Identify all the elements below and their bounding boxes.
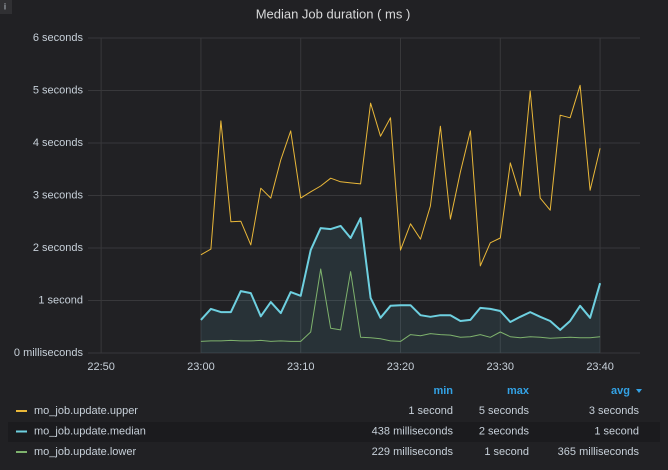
sort-caret[interactable] — [636, 389, 642, 393]
x-tick-label: 23:40 — [586, 361, 614, 373]
series-area — [200, 218, 601, 353]
y-tick-label: 4 seconds — [33, 137, 84, 149]
legend-value: 1 second — [408, 405, 453, 417]
y-tick-label: 0 milliseconds — [14, 347, 84, 359]
y-tick-label: 6 seconds — [33, 32, 84, 44]
legend-name[interactable]: mo_job.update.upper — [34, 405, 138, 417]
chart-title: Median Job duration ( ms ) — [256, 6, 411, 21]
y-tick-label: 2 seconds — [33, 242, 84, 254]
x-tick-label: 23:10 — [287, 361, 315, 373]
legend-value: 1 second — [594, 425, 639, 437]
legend-row-highlight — [8, 422, 660, 442]
series-line — [200, 84, 601, 267]
series-line — [200, 217, 602, 331]
x-tick-label: 23:20 — [387, 361, 415, 373]
legend-value: 2 seconds — [479, 425, 530, 437]
x-tick-label: 22:50 — [87, 361, 115, 373]
y-tick-label: 1 second — [38, 294, 83, 306]
y-tick-label: 3 seconds — [33, 189, 84, 201]
legend-column-header[interactable]: max — [507, 385, 530, 397]
info-icon[interactable]: i — [4, 1, 6, 11]
legend-value: 5 seconds — [479, 405, 530, 417]
legend-value: 1 second — [484, 446, 529, 458]
legend-value: 438 milliseconds — [372, 425, 454, 437]
x-tick-label: 23:00 — [187, 361, 215, 373]
legend-column-header[interactable]: avg — [611, 385, 630, 397]
legend-value: 365 milliseconds — [558, 446, 640, 458]
legend-value: 3 seconds — [589, 405, 640, 417]
legend-name[interactable]: mo_job.update.lower — [34, 446, 136, 458]
x-tick-label: 23:30 — [487, 361, 515, 373]
series-line — [200, 268, 601, 342]
legend-value: 229 milliseconds — [372, 446, 454, 458]
legend-name[interactable]: mo_job.update.median — [34, 425, 146, 437]
y-tick-label: 5 seconds — [33, 84, 84, 96]
legend-column-header[interactable]: min — [433, 385, 453, 397]
info-corner[interactable] — [0, 0, 12, 14]
